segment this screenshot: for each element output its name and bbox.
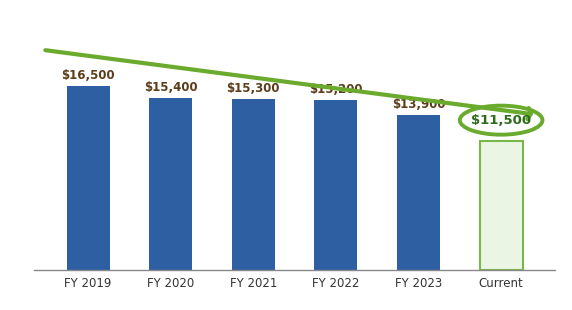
Bar	[480, 141, 523, 270]
Text: $16,500: $16,500	[61, 69, 115, 82]
Text: Significant Reduction in Cash Breakeven: Significant Reduction in Cash Breakeven	[102, 16, 470, 32]
Text: $15,200: $15,200	[309, 83, 363, 96]
Text: $11,500: $11,500	[471, 114, 531, 127]
Text: $15,300: $15,300	[227, 82, 280, 95]
Text: $15,400: $15,400	[144, 81, 197, 94]
Bar	[149, 98, 192, 270]
Bar	[66, 86, 109, 270]
Text: (1): (1)	[466, 10, 482, 20]
Text: $13,900: $13,900	[392, 98, 445, 111]
Bar	[232, 99, 275, 270]
Bar	[397, 115, 440, 270]
Bar	[315, 100, 358, 270]
